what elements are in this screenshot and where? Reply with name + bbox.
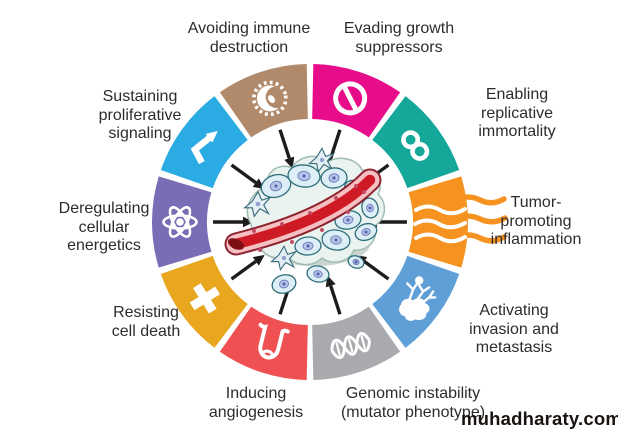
label-avoiding-immune-destruction: Avoiding immune destruction — [187, 20, 311, 56]
stromal-cell — [269, 245, 298, 271]
inward-arrow — [329, 129, 342, 159]
cell-nucleus — [255, 201, 261, 207]
inward-arrowhead — [243, 216, 254, 228]
vessel-open-end — [228, 238, 244, 250]
invading-cell — [347, 255, 365, 269]
inward-arrowhead — [284, 156, 295, 169]
tumor-cell — [321, 229, 351, 251]
label-tumor-promoting-inflammation: Tumor-promoting inflammation — [490, 194, 582, 248]
label-deregulating-cellular-energetics: Deregulating cellular energetics — [58, 200, 150, 254]
invading-cells — [271, 255, 365, 294]
inward-arrow — [329, 285, 342, 315]
label-resisting-cell-death: Resisting cell death — [111, 304, 181, 340]
inward-arrow — [230, 163, 257, 184]
label-inducing-angiogenesis: Inducing angiogenesis — [208, 385, 304, 421]
watermark: muhadharaty.com — [461, 408, 618, 429]
label-genomic-instability: Genomic instability (mutator phenotype) — [340, 385, 486, 421]
tumor-cell — [260, 173, 292, 199]
endothelial-nuclei — [252, 184, 366, 252]
inflammation-flames-icon — [450, 194, 508, 244]
segment-inducing-angiogenesis — [219, 306, 308, 380]
segment-evading-growth-suppressors — [312, 64, 401, 138]
inward-arrow — [363, 260, 390, 281]
invading-cell — [306, 265, 330, 283]
label-evading-growth-suppressors: Evading growth suppressors — [343, 20, 455, 56]
label-activating-invasion-metastasis: Activating invasion and metastasis — [469, 302, 559, 356]
tumor-cell — [287, 164, 321, 188]
inward-arrow — [230, 260, 257, 281]
label-sustaining-proliferative-signaling: Sustaining proliferative signaling — [98, 88, 182, 142]
invading-cell — [271, 274, 297, 294]
inward-arrowhead — [252, 254, 265, 266]
stromal-cells — [243, 147, 336, 271]
tumor-cell — [354, 222, 378, 242]
tumor-cell — [294, 236, 322, 256]
inward-arrow — [278, 129, 291, 159]
label-enabling-replicative-immortality: Enabling replicative immortality — [478, 86, 556, 140]
tumor-cell — [320, 167, 348, 189]
tumor-illustration — [224, 147, 386, 294]
blood-vessel — [224, 168, 382, 256]
stromal-cell — [243, 190, 273, 218]
stromal-cell — [307, 147, 336, 173]
cell-nucleus — [281, 255, 287, 261]
tumor-cell — [361, 197, 379, 219]
cell-nucleus — [319, 157, 325, 163]
